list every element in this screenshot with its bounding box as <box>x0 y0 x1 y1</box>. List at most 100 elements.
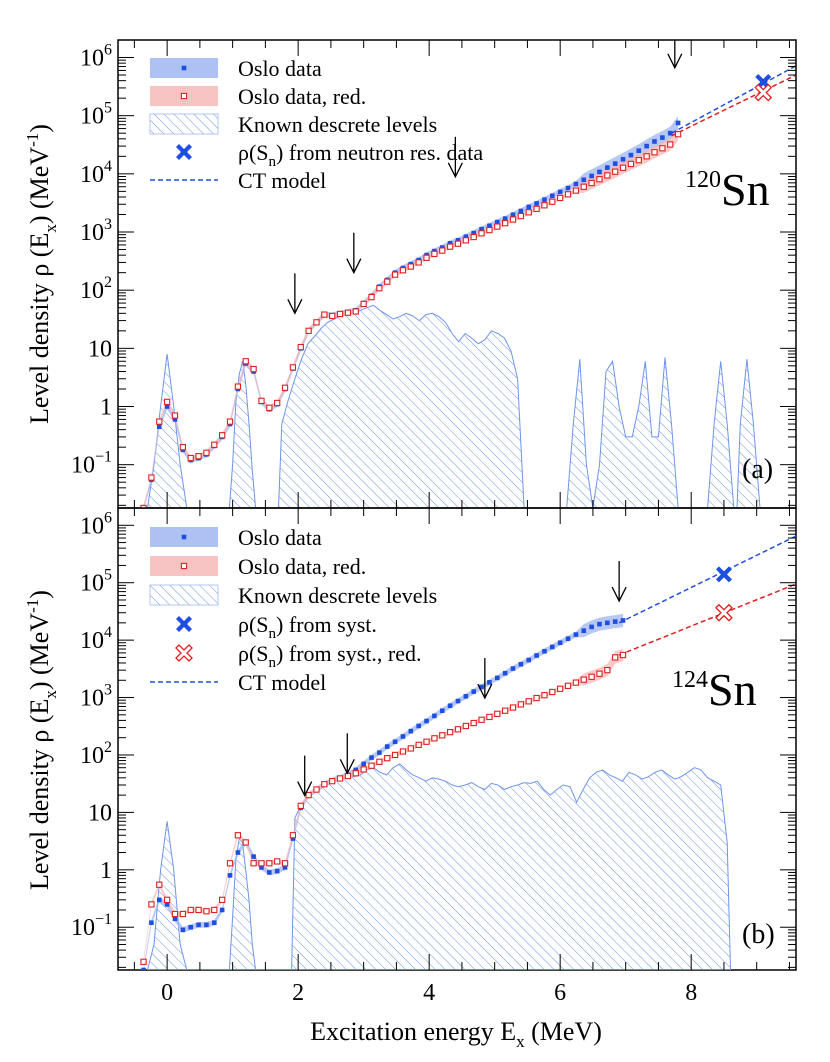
y-tick-label: 10 <box>88 800 112 826</box>
oslo-point <box>502 216 508 221</box>
oslo-point <box>565 185 571 191</box>
arrow-marker <box>287 273 303 315</box>
oslo-point <box>432 713 437 719</box>
oslo-point <box>219 907 225 913</box>
y-tick-label: 1 <box>100 395 112 421</box>
oslo-red-point <box>604 172 611 179</box>
legend-marker <box>180 92 188 100</box>
oslo-point <box>542 197 547 202</box>
oslo-red-point <box>659 145 666 152</box>
y-tick-label: 102 <box>80 274 112 304</box>
oslo-red-point <box>580 676 587 683</box>
oslo-red-point <box>313 319 320 326</box>
oslo-red-point <box>391 271 399 278</box>
oslo-point <box>282 865 288 870</box>
oslo-point <box>581 177 587 183</box>
panel-b-plot-area <box>140 535 796 970</box>
oslo-red-point <box>336 310 344 318</box>
oslo-red-point <box>258 860 265 867</box>
oslo-point <box>227 873 233 878</box>
rho-sn-red-marker <box>715 603 733 622</box>
oslo-point <box>479 226 484 232</box>
oslo-red-point <box>203 908 210 915</box>
oslo-red-point <box>486 713 493 721</box>
oslo-red-point <box>352 308 359 315</box>
oslo-red-point <box>596 670 603 677</box>
oslo-point <box>487 223 492 229</box>
oslo-red-point <box>439 732 446 739</box>
oslo-red-point <box>187 906 194 914</box>
legend-label: Oslo data <box>238 56 322 81</box>
oslo-point <box>259 865 264 870</box>
legend-label: ρ(Sn) from syst., red. <box>238 641 421 671</box>
oslo-red-point <box>533 205 540 213</box>
legend-label: Oslo data, red. <box>238 84 366 109</box>
oslo-point <box>644 143 649 149</box>
oslo-red-point <box>368 293 375 301</box>
arrow-marker <box>477 658 493 700</box>
oslo-red-point <box>478 230 485 237</box>
oslo-red-point <box>557 194 564 202</box>
oslo-red-point <box>604 667 611 674</box>
oslo-red-point <box>596 176 603 183</box>
oslo-red-point <box>266 404 273 411</box>
oslo-red-point <box>494 223 501 230</box>
x-tick-label: 8 <box>685 980 697 1006</box>
oslo-red-point <box>588 673 595 680</box>
y-tick-label: 103 <box>80 682 112 712</box>
oslo-red-point <box>415 741 422 749</box>
oslo-point <box>620 156 626 162</box>
legend-label: Known descrete levels <box>238 583 437 608</box>
oslo-red-point <box>219 896 226 903</box>
panel-b-legend: Oslo data Oslo data, red. Known descrete l… <box>149 525 437 695</box>
oslo-point <box>164 404 170 409</box>
oslo-red-point <box>250 365 257 373</box>
oslo-red-point <box>501 220 509 227</box>
legend-label: Oslo data, red. <box>238 554 366 579</box>
x-tick-labels: 0 2 4 6 8 <box>161 980 697 1006</box>
oslo-red-point <box>360 300 367 308</box>
oslo-red-point <box>470 233 477 241</box>
oslo-point <box>172 417 178 422</box>
oslo-red-point <box>344 309 352 316</box>
oslo-red-point <box>156 418 163 425</box>
oslo-red-point <box>321 311 328 318</box>
oslo-red-point <box>431 735 438 742</box>
oslo-red-point <box>407 745 414 752</box>
legend-item: Oslo data <box>150 56 322 81</box>
oslo-red-point <box>171 910 179 918</box>
oslo-point <box>667 130 673 136</box>
y-tick-label: 104 <box>80 158 112 188</box>
legend-marker <box>176 616 192 632</box>
oslo-red-point <box>619 651 627 659</box>
arrow-head <box>287 299 303 315</box>
oslo-point <box>652 139 657 144</box>
panel-a-legend: Oslo data Oslo data, red. Known descrete l… <box>149 56 483 193</box>
oslo-red-point <box>580 183 587 190</box>
legend-item: Oslo data, red. <box>150 84 366 109</box>
oslo-red-point <box>274 399 281 407</box>
oslo-red-point <box>423 254 430 261</box>
x-tick-label: 4 <box>423 980 435 1006</box>
legend-item: Known descrete levels <box>149 112 437 137</box>
oslo-red-point <box>156 881 163 888</box>
arrow-head <box>297 781 313 798</box>
oslo-point <box>408 728 414 734</box>
known-levels-hatch <box>146 763 732 970</box>
oslo-point <box>400 734 406 739</box>
arrow-marker <box>339 733 355 775</box>
oslo-point <box>235 850 241 855</box>
oslo-red-point <box>572 187 580 194</box>
oslo-point <box>510 666 516 671</box>
oslo-red-point <box>171 412 179 419</box>
panel-b-nucleus: 124Sn <box>672 664 757 715</box>
oslo-red-point <box>163 398 171 406</box>
oslo-red-point <box>454 240 462 247</box>
oslo-point <box>557 189 563 195</box>
oslo-red-point <box>399 748 407 755</box>
oslo-point <box>251 854 256 859</box>
oslo-point <box>384 744 390 749</box>
legend-label: CT model <box>238 670 326 695</box>
